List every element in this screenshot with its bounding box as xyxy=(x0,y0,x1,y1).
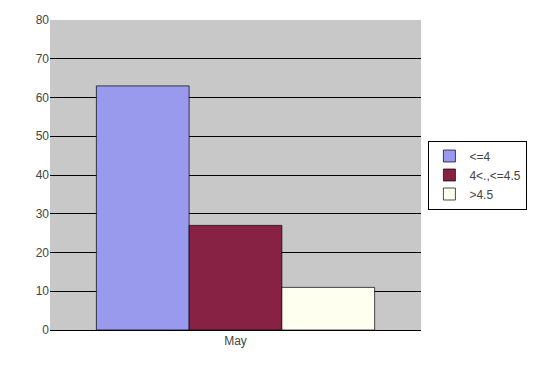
svg-text:50: 50 xyxy=(36,129,50,143)
svg-text:70: 70 xyxy=(36,52,50,66)
svg-text:0: 0 xyxy=(42,323,49,337)
svg-text:10: 10 xyxy=(36,284,50,298)
svg-text:>4.5: >4.5 xyxy=(469,188,493,202)
svg-text:80: 80 xyxy=(36,13,50,27)
svg-text:30: 30 xyxy=(36,207,50,221)
svg-text:<=4: <=4 xyxy=(469,150,490,164)
svg-text:40: 40 xyxy=(36,168,50,182)
svg-text:60: 60 xyxy=(36,91,50,105)
svg-text:20: 20 xyxy=(36,246,50,260)
svg-text:4<.,<=4.5: 4<.,<=4.5 xyxy=(469,169,520,183)
svg-text:May: May xyxy=(224,334,247,348)
